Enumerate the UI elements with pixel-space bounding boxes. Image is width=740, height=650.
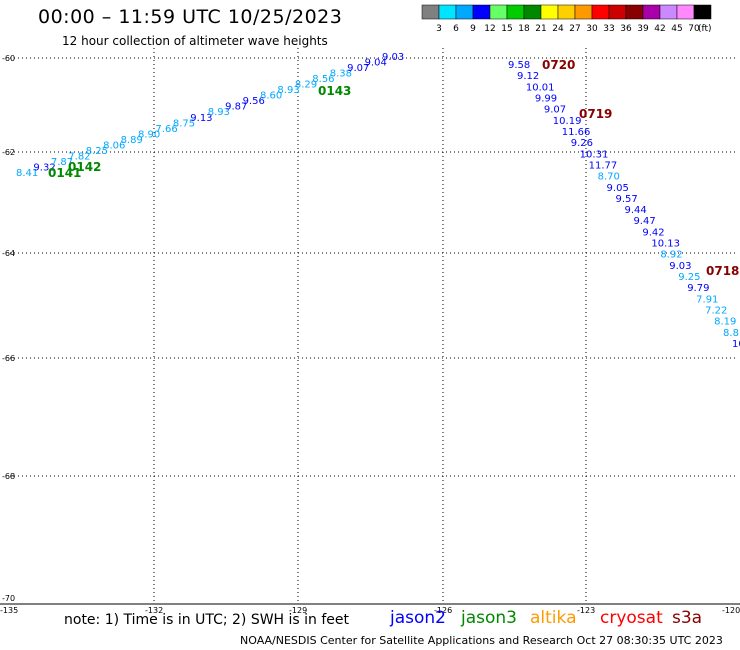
pass-time-label: 0720	[542, 58, 575, 72]
wave-height-value: 9.42	[642, 227, 664, 238]
wave-height-value: 11.77	[589, 160, 618, 171]
wave-height-value: 10.01	[526, 82, 555, 93]
wave-height-value: 7.66	[155, 124, 177, 135]
longitude-label: -120	[722, 606, 740, 615]
wave-height-value: 10.19	[553, 116, 582, 127]
colorbar-unit-label: (ft)	[698, 24, 712, 34]
page-subtitle: 12 hour collection of altimeter wave hei…	[62, 34, 328, 48]
latitude-label: -70	[2, 594, 15, 603]
wave-height-value: 8.60	[260, 91, 282, 102]
wave-height-value: 8.56	[312, 74, 334, 85]
wave-height-value: 8.70	[598, 172, 620, 183]
wave-height-value: 8.93	[277, 85, 299, 96]
wave-height-value: 8.89	[121, 135, 143, 146]
longitude-label: -129	[289, 606, 307, 615]
latitude-label: -62	[2, 148, 15, 157]
colorbar-tick-label: 15	[501, 24, 512, 34]
colorbar-tick-label: 36	[620, 24, 632, 34]
colorbar-tick-label: 9	[470, 24, 476, 34]
wave-height-value: 7.87	[51, 157, 73, 168]
wave-height-value: 8.41	[16, 168, 38, 179]
wave-height-value: 8.29	[295, 80, 317, 91]
legend-jason2: jason2	[390, 608, 446, 628]
colorbar-tick-label: 39	[637, 24, 649, 34]
wave-height-value: 7.91	[696, 294, 718, 305]
wave-height-value: 9.07	[544, 105, 566, 116]
wave-height-value: 7.22	[705, 306, 727, 317]
wave-height-value: 9.07	[347, 63, 369, 74]
colorbar-tick-label: 24	[552, 24, 564, 34]
colorbar-tick-label: 33	[603, 24, 614, 34]
colorbar-tick-label: 12	[484, 24, 495, 34]
colorbar-tick-label: 27	[569, 24, 580, 34]
page-title: 00:00 – 11:59 UTC 10/25/2023	[38, 6, 343, 28]
wave-height-value: 10.13	[651, 239, 680, 250]
wave-height-value: 9.26	[571, 138, 593, 149]
wave-height-value: 8.93	[208, 107, 230, 118]
wave-height-value: 8.38	[330, 69, 352, 80]
wave-height-value: 9.57	[616, 194, 638, 205]
wave-height-value: 9.04	[365, 58, 387, 69]
pass-time-label: 0142	[68, 160, 101, 174]
wave-height-value: 11.66	[562, 127, 591, 138]
colorbar-tick-label: 18	[518, 24, 530, 34]
wave-height-value: 9.99	[535, 93, 557, 104]
wave-height-value: 9.03	[382, 52, 404, 63]
colorbar-swatch	[693, 4, 712, 20]
footer-note: note: 1) Time is in UTC; 2) SWH is in fe…	[64, 612, 350, 628]
pass-time-label: 0143	[318, 84, 351, 98]
color-scale-bar: 3 6 9 12 15 18 21 24 27 30 33 36 39 42 45 70(ft)	[421, 4, 712, 34]
colorbar-tick-label: 70	[688, 24, 700, 34]
wave-height-value: 9.03	[669, 261, 691, 272]
latitude-label: -66	[2, 354, 15, 363]
wave-height-value: 9.32	[33, 162, 55, 173]
legend-jason3: jason3	[461, 608, 517, 628]
wave-height-value: 10	[732, 339, 740, 350]
legend-altika: altika	[530, 608, 577, 628]
wave-height-value: 8.19	[714, 317, 736, 328]
latitude-label: -64	[2, 249, 15, 258]
colorbar-tick-label: 45	[671, 24, 682, 34]
wave-height-value: 9.13	[190, 113, 212, 124]
wave-height-value: 10.31	[580, 149, 609, 160]
wave-height-value: 9.44	[624, 205, 646, 216]
pass-time-label: 0719	[579, 107, 612, 121]
colorbar-tick-label: 30	[586, 24, 598, 34]
wave-height-value: 9.79	[687, 283, 709, 294]
wave-height-value: 9.25	[678, 272, 700, 283]
legend-s3a: s3a	[672, 608, 703, 628]
wave-height-value: 9.47	[633, 216, 655, 227]
latitude-label: -60	[2, 54, 15, 63]
legend-cryosat: cryosat	[600, 608, 663, 628]
wave-height-value: 8.25	[86, 146, 108, 157]
longitude-label: -135	[0, 606, 18, 615]
footer-credit: NOAA/NESDIS Center for Satellite Applica…	[240, 634, 723, 647]
longitude-label: -132	[145, 606, 163, 615]
colorbar-tick-label: 6	[453, 24, 459, 34]
wave-height-value: 7.82	[68, 151, 90, 162]
longitude-label: -126	[434, 606, 452, 615]
wave-height-value: 8.75	[173, 118, 195, 129]
wave-height-value: 9.56	[243, 96, 265, 107]
wave-height-value: 8.06	[103, 140, 125, 151]
wave-height-value: 9.87	[225, 102, 247, 113]
colorbar-tick-label: 42	[654, 24, 665, 34]
pass-time-label: 0718	[706, 264, 739, 278]
wave-height-value: 9.05	[607, 183, 629, 194]
wave-height-value: 9.12	[517, 71, 539, 82]
colorbar-tick-label: 3	[436, 24, 442, 34]
wave-height-value: 8.8	[723, 328, 739, 339]
colorbar-tick-label: 21	[535, 24, 546, 34]
wave-height-value: 9.58	[508, 60, 530, 71]
latitude-label: -68	[2, 472, 15, 481]
pass-time-label: 0141	[48, 166, 81, 180]
wave-height-value: 8.90	[138, 129, 160, 140]
wave-height-value: 8.92	[660, 250, 682, 261]
longitude-label: -123	[577, 606, 595, 615]
